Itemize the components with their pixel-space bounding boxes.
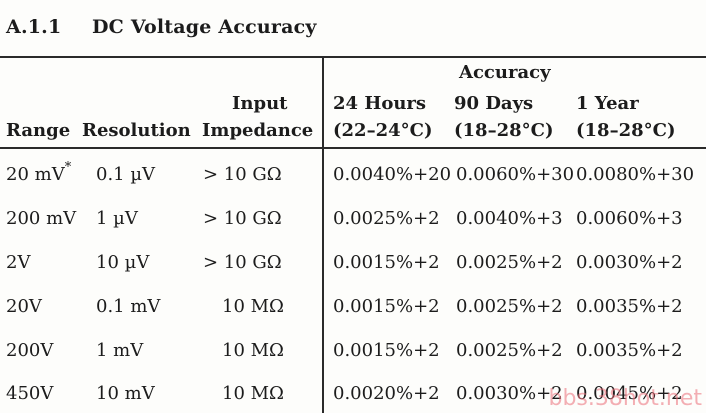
y1-cell: 0.0080%+30 [576,164,695,185]
y1-header-line1: 1 Year [576,93,639,114]
d90-cell: 0.0025%+2 [456,252,563,273]
impedance-cell: 10 MΩ [222,383,284,404]
y1-header-line2: (18–28°C) [576,120,676,141]
h24-cell: 0.0025%+2 [333,208,440,229]
range-header: Range [6,120,71,141]
d90-cell: 0.0030%+2 [456,383,563,404]
impedance-cell: > 10 GΩ [203,208,282,229]
resolution-cell: 0.1 mV [96,296,161,317]
resolution-cell: 0.1 µV [96,164,156,185]
range-cell: 200V [6,340,54,361]
d90-header-line2: (18–28°C) [454,120,554,141]
column-divider [322,57,324,413]
d90-cell: 0.0060%+30 [456,164,575,185]
d90-header-line1: 90 Days [454,93,534,114]
h24-cell: 0.0040%+20 [333,164,452,185]
range-cell: 2V [6,252,31,273]
resolution-cell: 1 mV [96,340,144,361]
watermark-text: bbs.38hot.net [548,386,702,411]
range-cell: 20V [6,296,42,317]
section-heading: DC Voltage Accuracy [92,16,317,38]
h24-cell: 0.0015%+2 [333,340,440,361]
y1-cell: 0.0035%+2 [576,296,683,317]
accuracy-group-header: Accuracy [459,62,551,83]
d90-cell: 0.0040%+3 [456,208,563,229]
y1-cell: 0.0035%+2 [576,340,683,361]
d90-cell: 0.0025%+2 [456,296,563,317]
table-top-rule [0,56,706,58]
resolution-cell: 10 µV [96,252,150,273]
y1-cell: 0.0045%+2 [576,383,683,404]
impedance-header-line2: Impedance [202,120,314,141]
h24-header-line1: 24 Hours [333,93,427,114]
range-cell: 200 mV [6,208,77,229]
section-number: A.1.1 [6,16,62,38]
section-title: A.1.1 DC Voltage Accuracy [6,16,317,38]
resolution-cell: 10 mV [96,383,155,404]
impedance-cell: 10 MΩ [222,340,284,361]
resolution-header: Resolution [82,120,191,141]
footnote-marker: * [64,160,72,175]
y1-cell: 0.0030%+2 [576,252,683,273]
range-value: 20 mV [6,164,65,185]
h24-cell: 0.0015%+2 [333,296,440,317]
h24-header-line2: (22–24°C) [333,120,433,141]
range-cell: 20 mV* [6,160,71,185]
d90-cell: 0.0025%+2 [456,340,563,361]
impedance-cell: > 10 GΩ [203,164,282,185]
impedance-cell: 10 MΩ [222,296,284,317]
h24-cell: 0.0020%+2 [333,383,440,404]
range-cell: 450V [6,383,54,404]
y1-cell: 0.0060%+3 [576,208,683,229]
impedance-cell: > 10 GΩ [203,252,282,273]
impedance-header-line1: Input [232,93,288,114]
h24-cell: 0.0015%+2 [333,252,440,273]
header-bottom-rule [0,147,706,149]
resolution-cell: 1 µV [96,208,138,229]
